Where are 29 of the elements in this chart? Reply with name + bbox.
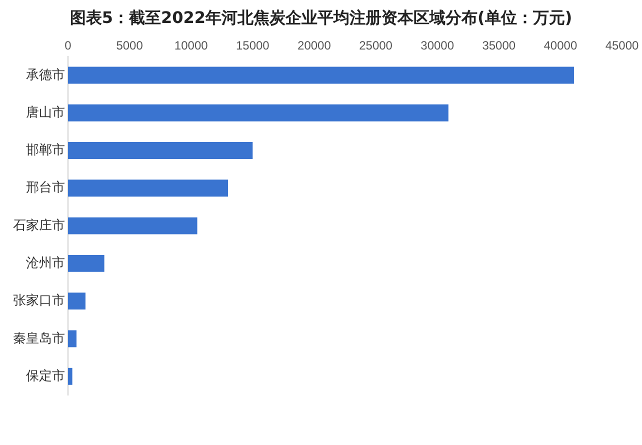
chart-title: 图表5：截至2022年河北焦炭企业平均注册资本区域分布(单位：万元): [68, 8, 574, 29]
y-tick-label: 秦皇岛市: [13, 330, 65, 346]
x-tick-label: 5000: [116, 38, 144, 53]
y-tick-label: 邯郸市: [26, 142, 65, 158]
x-tick-label: 15000: [236, 38, 270, 53]
x-tick-label: 30000: [420, 38, 454, 53]
x-tick-label: 45000: [605, 38, 640, 53]
x-tick-label: 40000: [544, 38, 578, 53]
y-tick-label: 张家口市: [13, 292, 65, 308]
x-tick-label: 35000: [482, 38, 516, 53]
bar: [68, 292, 86, 310]
y-tick-label: 沧州市: [26, 255, 65, 270]
bar: [68, 180, 228, 197]
y-tick-label: 保定市: [26, 368, 65, 383]
bar: [68, 104, 448, 122]
x-tick-label: 20000: [298, 38, 332, 53]
x-tick-label: 10000: [174, 38, 208, 53]
y-tick-label: 石家庄市: [13, 217, 65, 232]
y-tick-label: 承德市: [26, 66, 65, 82]
bar: [68, 330, 76, 348]
y-tick-label: 邢台市: [26, 180, 65, 195]
bar: [68, 254, 104, 272]
bar: [68, 368, 72, 385]
x-tick-label: 25000: [359, 38, 393, 53]
bar: [68, 66, 574, 84]
y-tick-label: 唐山市: [26, 104, 65, 120]
bar: [68, 217, 198, 234]
bar: [68, 142, 253, 159]
x-tick-label: 0: [64, 38, 72, 53]
